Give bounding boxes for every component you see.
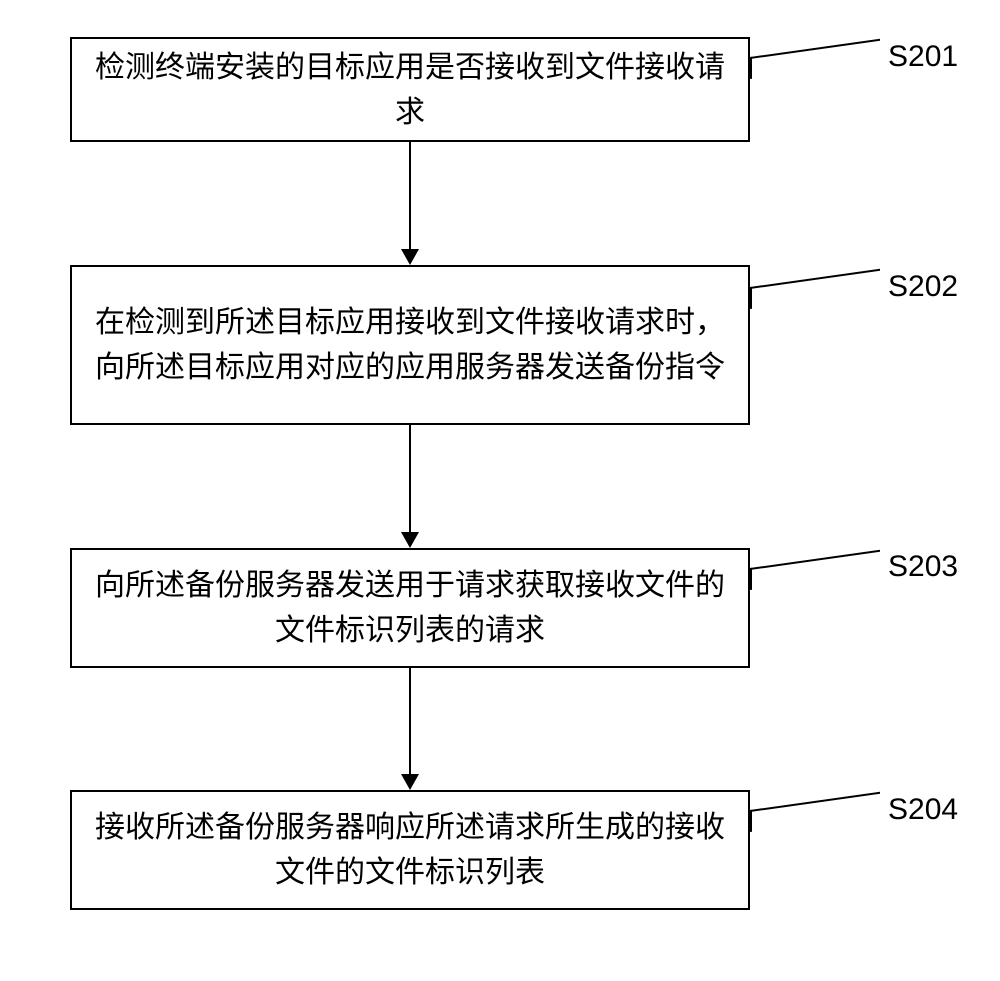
arrow-head-3 (401, 774, 419, 790)
step-label-4: S204 (888, 793, 958, 827)
step-text-4: 接收所述备份服务器响应所述请求所生成的接收文件的文件标识列表 (92, 805, 728, 895)
step-box-1: 检测终端安装的目标应用是否接收到文件接收请求 (70, 37, 750, 142)
step-label-1: S201 (888, 40, 958, 74)
step-text-1: 检测终端安装的目标应用是否接收到文件接收请求 (92, 45, 728, 135)
arrow-line-1 (409, 142, 411, 249)
step-box-4: 接收所述备份服务器响应所述请求所生成的接收文件的文件标识列表 (70, 790, 750, 910)
label-connector-3 (750, 550, 880, 590)
step-label-2: S202 (888, 270, 958, 304)
step-box-3: 向所述备份服务器发送用于请求获取接收文件的文件标识列表的请求 (70, 548, 750, 668)
label-connector-1 (750, 39, 880, 79)
label-connector-4 (750, 792, 880, 832)
arrow-head-1 (401, 249, 419, 265)
label-connector-2 (750, 269, 880, 309)
step-label-3: S203 (888, 550, 958, 584)
flowchart-container: 检测终端安装的目标应用是否接收到文件接收请求 S201 在检测到所述目标应用接收… (0, 0, 1000, 981)
step-box-2: 在检测到所述目标应用接收到文件接收请求时，向所述目标应用对应的应用服务器发送备份… (70, 265, 750, 425)
step-text-2: 在检测到所述目标应用接收到文件接收请求时，向所述目标应用对应的应用服务器发送备份… (92, 300, 728, 390)
arrow-head-2 (401, 532, 419, 548)
arrow-line-2 (409, 425, 411, 532)
arrow-line-3 (409, 668, 411, 774)
step-text-3: 向所述备份服务器发送用于请求获取接收文件的文件标识列表的请求 (92, 563, 728, 653)
